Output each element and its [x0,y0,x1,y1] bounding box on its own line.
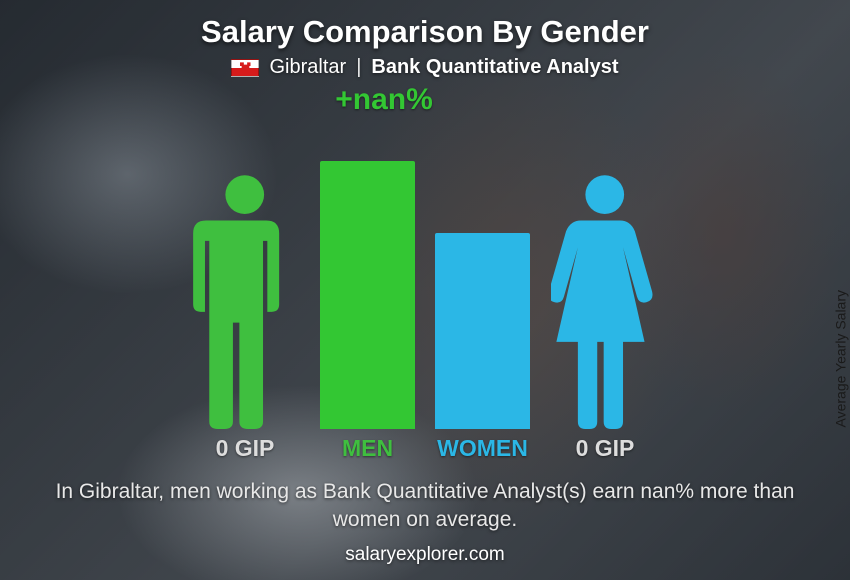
women-bar-col [435,233,530,429]
gibraltar-flag-icon [231,59,259,77]
male-icon [190,171,300,429]
women-value: 0 GIP [550,435,660,462]
women-figure-col [550,171,660,429]
page-title: Salary Comparison By Gender [201,14,649,50]
men-bar-col [320,161,415,429]
men-figure-col [190,171,300,429]
chart: +nan% [115,89,735,429]
men-bar [320,161,415,429]
footer-attribution: salaryexplorer.com [0,544,850,566]
country-label: Gibraltar [269,56,346,79]
women-label: WOMEN [435,435,530,462]
job-title: Bank Quantitative Analyst [371,56,618,79]
infographic-container: Salary Comparison By Gender Gibraltar | … [0,0,850,580]
subtitle: Gibraltar | Bank Quantitative Analyst [231,56,618,79]
women-bar [435,233,530,429]
y-axis-label: Average Yearly Salary [832,290,848,428]
labels-row: 0 GIP MEN WOMEN 0 GIP [115,435,735,462]
percent-diff-label: +nan% [335,83,433,117]
separator: | [356,56,361,79]
caption-text: In Gibraltar, men working as Bank Quanti… [55,478,795,535]
female-icon [550,171,660,429]
men-label: MEN [320,435,415,462]
men-value: 0 GIP [190,435,300,462]
